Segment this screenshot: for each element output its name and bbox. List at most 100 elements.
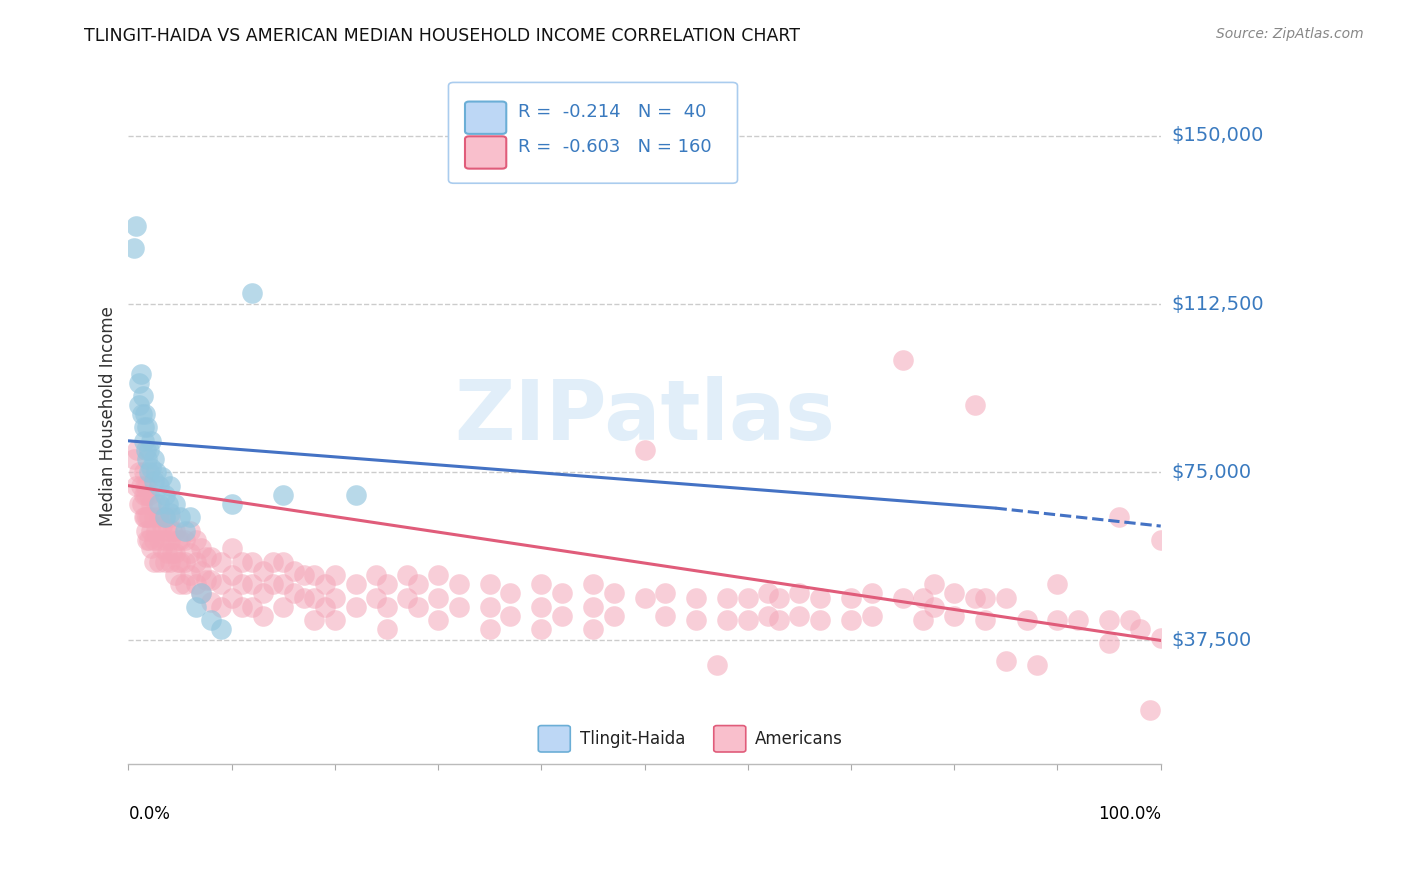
Point bbox=[132, 488, 155, 502]
Point bbox=[963, 398, 986, 412]
Point bbox=[169, 533, 191, 547]
Point bbox=[138, 533, 160, 547]
Point bbox=[200, 613, 222, 627]
Point bbox=[150, 541, 173, 556]
Point bbox=[839, 613, 862, 627]
Point bbox=[174, 555, 197, 569]
Point bbox=[602, 608, 624, 623]
Text: $150,000: $150,000 bbox=[1171, 127, 1264, 145]
Point bbox=[344, 488, 367, 502]
Point bbox=[1098, 613, 1121, 627]
Point bbox=[148, 533, 170, 547]
Point bbox=[768, 591, 790, 605]
Point bbox=[808, 613, 831, 627]
Point bbox=[478, 577, 501, 591]
Point bbox=[143, 555, 166, 569]
Point bbox=[922, 577, 945, 591]
Point bbox=[1108, 510, 1130, 524]
Point bbox=[1067, 613, 1090, 627]
Point bbox=[530, 622, 553, 636]
Point bbox=[912, 613, 935, 627]
Point bbox=[283, 564, 305, 578]
Point bbox=[323, 613, 346, 627]
Point bbox=[252, 564, 274, 578]
Point bbox=[551, 586, 574, 600]
Point bbox=[375, 577, 398, 591]
Point bbox=[156, 497, 179, 511]
Point bbox=[190, 541, 212, 556]
Point bbox=[478, 622, 501, 636]
Point bbox=[156, 524, 179, 538]
Point bbox=[148, 479, 170, 493]
Point bbox=[499, 586, 522, 600]
Point bbox=[551, 608, 574, 623]
Point bbox=[150, 519, 173, 533]
Point bbox=[633, 591, 655, 605]
Point bbox=[163, 568, 186, 582]
Point bbox=[974, 591, 997, 605]
Point bbox=[136, 451, 159, 466]
Point bbox=[169, 510, 191, 524]
Point bbox=[323, 591, 346, 605]
Point bbox=[262, 577, 284, 591]
Point bbox=[131, 497, 153, 511]
Point bbox=[131, 407, 153, 421]
Point bbox=[943, 586, 966, 600]
Point bbox=[396, 568, 419, 582]
Point bbox=[184, 599, 207, 614]
Point bbox=[148, 497, 170, 511]
Point bbox=[129, 479, 152, 493]
Text: R =  -0.214   N =  40: R = -0.214 N = 40 bbox=[517, 103, 706, 121]
Point bbox=[159, 510, 181, 524]
Point bbox=[240, 555, 263, 569]
Point bbox=[141, 541, 163, 556]
Point bbox=[943, 608, 966, 623]
Point bbox=[252, 586, 274, 600]
Point bbox=[789, 608, 811, 623]
Point bbox=[912, 591, 935, 605]
Point bbox=[143, 474, 166, 488]
Point bbox=[200, 550, 222, 565]
Point bbox=[135, 488, 157, 502]
Point bbox=[891, 353, 914, 368]
Text: $75,000: $75,000 bbox=[1171, 463, 1251, 482]
Point bbox=[1150, 631, 1173, 645]
Point bbox=[135, 524, 157, 538]
Point bbox=[145, 524, 167, 538]
Point bbox=[1025, 658, 1047, 673]
Point bbox=[860, 608, 883, 623]
Point bbox=[891, 591, 914, 605]
Point bbox=[184, 533, 207, 547]
Point bbox=[530, 577, 553, 591]
Point bbox=[167, 533, 190, 547]
Point bbox=[314, 599, 336, 614]
Point bbox=[156, 546, 179, 560]
Point bbox=[922, 599, 945, 614]
Point bbox=[141, 497, 163, 511]
Point bbox=[143, 451, 166, 466]
Point bbox=[174, 577, 197, 591]
Point bbox=[167, 555, 190, 569]
Point bbox=[153, 510, 176, 524]
FancyBboxPatch shape bbox=[538, 725, 571, 752]
Point bbox=[160, 546, 183, 560]
Point bbox=[141, 434, 163, 448]
Point bbox=[262, 555, 284, 569]
Point bbox=[128, 497, 150, 511]
Point bbox=[447, 577, 470, 591]
Y-axis label: Median Household Income: Median Household Income bbox=[100, 306, 117, 526]
Point bbox=[150, 469, 173, 483]
Point bbox=[194, 550, 217, 565]
Point bbox=[633, 442, 655, 457]
FancyBboxPatch shape bbox=[449, 82, 738, 183]
Point bbox=[136, 533, 159, 547]
Point bbox=[963, 591, 986, 605]
Point bbox=[292, 591, 315, 605]
Point bbox=[582, 622, 605, 636]
Point bbox=[839, 591, 862, 605]
Point bbox=[283, 586, 305, 600]
Point bbox=[789, 586, 811, 600]
Point bbox=[132, 465, 155, 479]
Point bbox=[159, 533, 181, 547]
Point bbox=[128, 376, 150, 390]
